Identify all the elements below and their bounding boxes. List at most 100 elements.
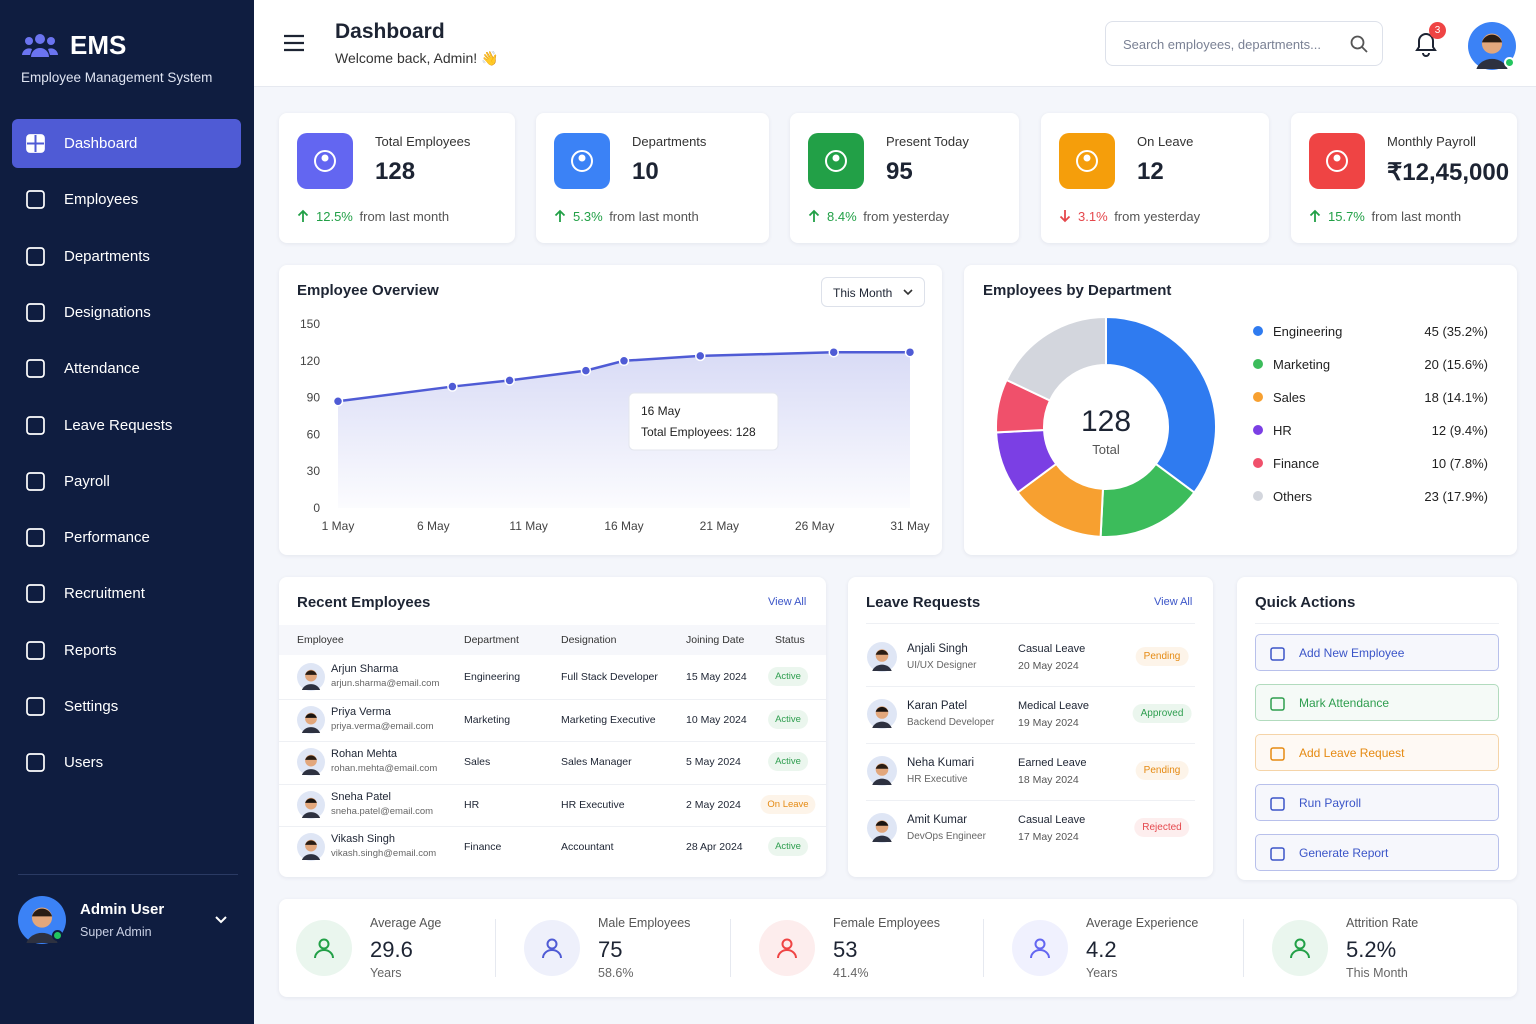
action-button[interactable]: Add New Employee <box>1255 634 1499 671</box>
point <box>504 375 515 386</box>
avatar <box>867 756 897 786</box>
donut-chart: Engineering 45 (35.2%) Marketing 20 (15.6%)… <box>995 315 1488 538</box>
avatar <box>297 663 325 691</box>
nav-item[interactable]: Reports <box>12 626 241 675</box>
stat-card: Total Employees 128 12.5% from last month <box>279 113 515 243</box>
nav-item[interactable]: Performance <box>12 513 241 562</box>
leave-role: DevOps Engineer <box>907 831 986 842</box>
stat-label: On Leave <box>1137 134 1194 149</box>
point <box>904 346 916 358</box>
nav-item[interactable]: Users <box>12 738 241 787</box>
card-title: Recent Employees <box>297 594 431 611</box>
stat-change: 15.7% <box>1328 209 1365 224</box>
avatar-body <box>872 778 892 785</box>
nav-item[interactable]: Departments <box>12 232 241 281</box>
avatar-hair <box>305 797 317 803</box>
icon-shape <box>825 150 847 172</box>
stat-icon <box>1059 133 1115 189</box>
area <box>338 352 910 508</box>
icon-shape <box>314 150 336 172</box>
icon-shape <box>26 697 45 716</box>
nav-item[interactable]: Dashboard <box>12 119 241 168</box>
row-divider <box>866 743 1195 744</box>
nav-item[interactable]: Employees <box>12 175 241 224</box>
summary-icon <box>296 920 352 976</box>
stat-icon <box>554 133 610 189</box>
employee-email: priya.verma@email.com <box>331 720 434 732</box>
action-icon <box>1270 847 1285 861</box>
view-all[interactable]: View All <box>768 596 807 608</box>
avatar-body <box>872 835 892 842</box>
row-divider <box>279 741 826 742</box>
action-button[interactable]: Add Leave Request <box>1255 734 1499 771</box>
action-label: Generate Report <box>1299 846 1389 860</box>
summary-value: 75 <box>598 937 623 962</box>
search-box[interactable]: Search employees, departments... <box>1105 21 1383 66</box>
icon-shape <box>1270 847 1285 861</box>
x-tick-label: 16 May <box>604 519 643 533</box>
icon-glyph <box>777 938 797 959</box>
icon-shape <box>26 528 45 547</box>
stat-icon <box>1309 133 1365 189</box>
summary-value: 29.6 <box>370 937 413 962</box>
bell[interactable] <box>1413 30 1439 58</box>
avatar-hair <box>875 763 889 769</box>
employee-name: Sneha Patel <box>331 790 391 803</box>
status-badge: Pending <box>1135 647 1189 666</box>
stat-icon <box>297 133 353 189</box>
period-label: This Month <box>833 286 893 300</box>
designation: Full Stack Developer <box>561 671 658 683</box>
action-button[interactable]: Generate Report <box>1255 834 1499 871</box>
action-label: Run Payroll <box>1299 796 1362 810</box>
stat-label: Present Today <box>886 134 969 149</box>
nav-item[interactable]: Settings <box>12 682 241 731</box>
stat-note: from yesterday <box>1114 209 1201 224</box>
nav-icon <box>26 753 45 773</box>
action-label: Add Leave Request <box>1299 746 1405 760</box>
nav-icon <box>26 697 45 716</box>
summary-label: Average Experience <box>1086 916 1199 930</box>
avatar-body <box>301 854 321 860</box>
action-button[interactable]: Mark Attendance <box>1255 684 1499 721</box>
stat-note: from last month <box>359 209 450 224</box>
leave-role: UI/UX Designer <box>907 660 977 671</box>
nav-item[interactable]: Recruitment <box>12 569 241 618</box>
period-dropdown[interactable]: This Month <box>821 277 925 307</box>
tooltip-text: Total Employees: 128 <box>641 425 756 439</box>
value-label: 18 (14.1%) <box>1424 390 1488 405</box>
view-all[interactable]: View All <box>1154 596 1193 608</box>
action-icon <box>1270 747 1285 761</box>
chevron[interactable] <box>214 914 228 926</box>
legend-dot <box>1253 392 1263 402</box>
menu-button[interactable] <box>283 34 305 52</box>
icon-glyph <box>1030 938 1050 959</box>
icon-shape <box>1326 150 1348 172</box>
chevron <box>903 289 913 296</box>
nav-label: Departments <box>64 247 150 265</box>
legend-dot <box>1253 326 1263 336</box>
y-tick-label: 150 <box>300 317 320 331</box>
nav-item[interactable]: Payroll <box>12 457 241 506</box>
nav-item[interactable]: Attendance <box>12 344 241 393</box>
center-caption: Total <box>1092 442 1120 457</box>
leave-requests-card: Leave Requests View All Anjali Singh UI/UX … <box>848 577 1213 877</box>
page-title: Dashboard <box>335 20 445 43</box>
column-header: Status <box>775 634 805 646</box>
stat-value: 128 <box>375 158 416 185</box>
line <box>337 350 910 403</box>
avatar <box>297 790 325 819</box>
status-badge: Pending <box>1135 761 1189 780</box>
point <box>828 346 839 358</box>
nav-item[interactable]: Designations <box>12 288 241 337</box>
divider <box>1255 623 1499 624</box>
avatar-hair <box>875 649 889 655</box>
summary-icon <box>1012 920 1068 976</box>
stat-icon <box>808 133 864 189</box>
legend-label: HR <box>1273 423 1292 438</box>
trend-arrow <box>808 209 820 222</box>
action-button[interactable]: Run Payroll <box>1255 784 1499 821</box>
nav-item[interactable]: Leave Requests <box>12 401 241 450</box>
nav-icon <box>26 359 45 379</box>
department: Engineering <box>464 671 521 683</box>
card-title: Leave Requests <box>866 594 981 611</box>
